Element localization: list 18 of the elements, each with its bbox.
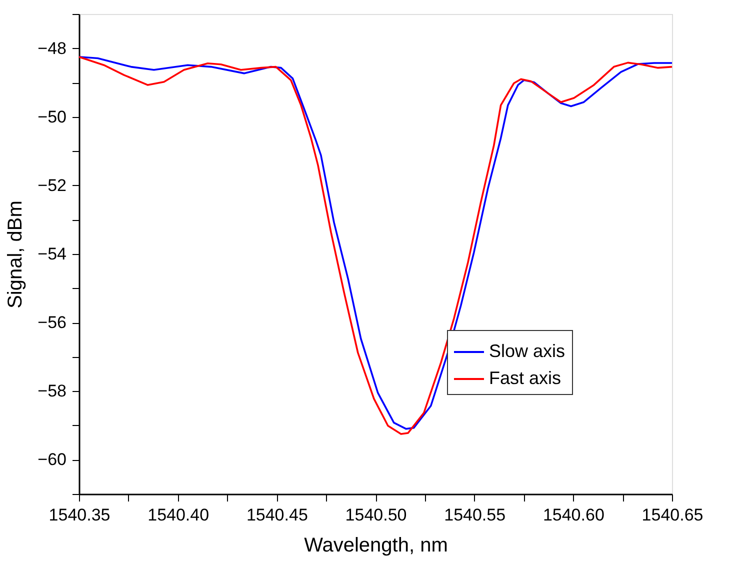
x-tick-label: 1540.40 (148, 506, 210, 524)
x-axis-title: Wavelength, nm (304, 534, 448, 556)
x-tick-label: 1540.60 (542, 506, 604, 524)
y-tick-label: −60 (38, 450, 66, 470)
y-tick-label: −48 (38, 38, 66, 58)
y-tick-label: −50 (38, 107, 66, 126)
y-tick-label: −56 (38, 313, 66, 332)
y-tick-label: −52 (38, 176, 66, 195)
x-tick-label: 1540.35 (48, 506, 110, 524)
x-tick-label: 1540.65 (642, 506, 704, 524)
y-axis-title: Signal, dBm (4, 200, 27, 308)
x-tick-label: 1540.55 (444, 506, 506, 524)
x-tick-label: 1540.50 (345, 506, 407, 524)
x-tick-label: 1540.45 (246, 506, 308, 524)
y-tick-label: −58 (38, 382, 66, 401)
y-tick-label: −54 (38, 244, 66, 264)
legend-label: Slow axis (489, 341, 566, 361)
legend-label: Fast axis (489, 368, 562, 388)
